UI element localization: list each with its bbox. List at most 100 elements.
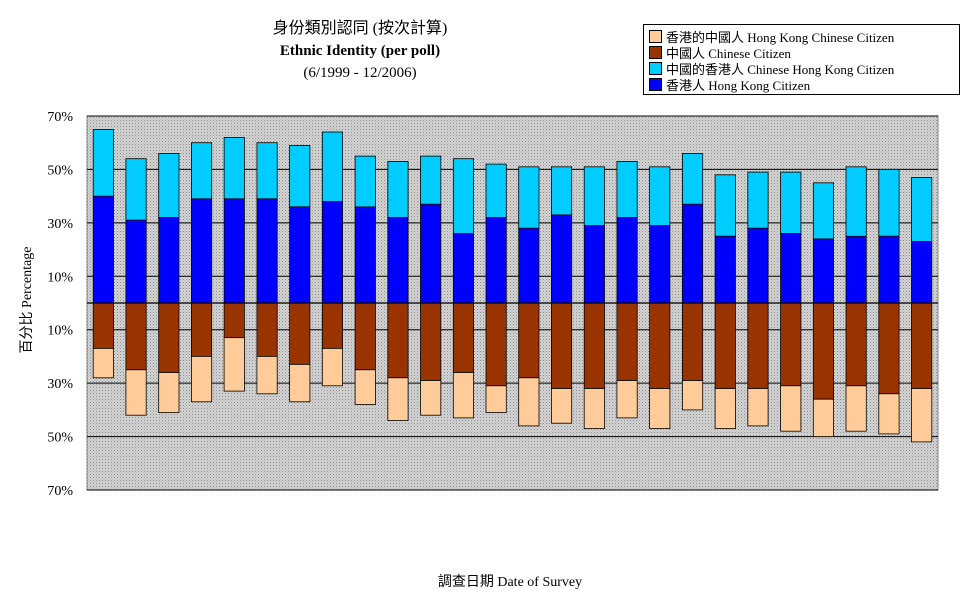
bar-segment-3-2 (125, 302, 147, 371)
bar-segment-4-22 (780, 385, 802, 432)
legend-item-hk-chinese-citizen: 香港的中國人 Hong Kong Chinese Citizen (649, 28, 959, 45)
bar-segment-1-24 (845, 235, 867, 304)
bar-segment-4-24 (845, 385, 867, 432)
legend-label: 中國的香港人 Chinese Hong Kong Citizen (666, 61, 895, 77)
bar-segment-2-1 (92, 128, 114, 197)
bar-segment-4-6 (256, 355, 278, 395)
bar-segment-2-22 (780, 171, 802, 234)
legend-swatch (649, 29, 662, 43)
bar-segment-4-5 (223, 337, 245, 392)
bar-segment-3-5 (223, 302, 245, 339)
legend-item-chinese-hk-citizen: 中國的香港人 Chinese Hong Kong Citizen (649, 60, 959, 77)
bar-segment-4-12 (452, 372, 474, 419)
bar-segment-1-25 (878, 235, 900, 304)
bar-segment-3-22 (780, 302, 802, 387)
bar-segment-3-7 (289, 302, 311, 365)
bar-segment-2-23 (812, 182, 834, 240)
legend-label: 香港的中國人 Hong Kong Chinese Citizen (666, 29, 895, 45)
legend-label: 中國人 Chinese Citizen (666, 45, 791, 61)
bar-segment-3-4 (190, 302, 213, 357)
legend: 香港的中國人 Hong Kong Chinese Citizen 中國人 Chi… (643, 24, 960, 95)
bar-segment-4-20 (714, 388, 736, 429)
bar-segment-2-5 (223, 136, 245, 200)
bar-segment-3-8 (321, 302, 343, 349)
bar-segment-3-15 (551, 302, 573, 389)
bar-segment-1-22 (780, 233, 802, 304)
bar-segment-4-15 (551, 388, 573, 424)
legend-item-chinese-citizen: 中國人 Chinese Citizen (649, 44, 959, 61)
bar-segment-2-12 (452, 158, 474, 234)
bar-segment-1-23 (812, 238, 834, 304)
bar-segment-2-26 (911, 176, 933, 242)
bar-segment-2-10 (387, 160, 409, 218)
bar-segment-4-21 (747, 388, 769, 427)
bar-segment-4-17 (616, 380, 638, 419)
legend-swatch (649, 61, 662, 75)
bar-segment-4-19 (682, 380, 704, 411)
bar-segment-3-24 (845, 302, 867, 387)
bar-segment-3-18 (649, 302, 671, 389)
bar-segment-3-17 (616, 302, 638, 381)
bar-segment-2-4 (190, 142, 213, 200)
bar-segment-4-7 (289, 363, 311, 403)
bar-segment-1-7 (289, 206, 311, 304)
bar-segment-1-6 (256, 198, 278, 304)
bar-segment-3-10 (387, 302, 409, 379)
bar-segment-4-2 (125, 369, 147, 416)
bar-segment-1-13 (485, 217, 507, 304)
bar-segment-4-3 (158, 372, 180, 413)
bar-segment-3-3 (158, 302, 180, 373)
bar-segment-1-26 (911, 241, 933, 304)
bar-segment-3-16 (583, 302, 605, 389)
bar-segment-2-21 (747, 171, 769, 229)
bar-segment-3-19 (682, 302, 704, 381)
y-tick-label: 70% (47, 110, 73, 125)
bar-segment-4-14 (518, 377, 540, 427)
bar-segment-1-11 (420, 203, 442, 304)
bar-segment-4-18 (649, 388, 671, 429)
bar-segment-1-1 (92, 195, 114, 304)
bar-segment-2-24 (845, 166, 867, 237)
bar-segment-3-21 (747, 302, 769, 389)
y-tick-label: 10% (47, 270, 73, 285)
bar-segment-2-8 (321, 131, 343, 202)
bar-segment-1-12 (452, 233, 474, 304)
bar-segment-2-3 (158, 152, 180, 218)
bar-segment-3-25 (878, 302, 900, 395)
legend-swatch (649, 45, 662, 59)
bar-segment-4-23 (812, 398, 834, 438)
bar-segment-2-20 (714, 174, 736, 237)
bar-segment-3-12 (452, 302, 474, 373)
bar-segment-1-10 (387, 217, 409, 304)
y-tick-label: 30% (47, 217, 73, 232)
x-axis-label: 調查日期 Date of Survey (437, 575, 583, 590)
bar-segment-2-9 (354, 155, 376, 208)
bar-segment-1-5 (223, 198, 245, 304)
bar-segment-2-19 (682, 152, 704, 205)
bar-segment-2-15 (551, 166, 573, 216)
bar-segment-1-16 (583, 225, 605, 304)
bar-segment-4-26 (911, 388, 933, 443)
legend-swatch (649, 77, 662, 91)
bar-segment-1-21 (747, 227, 769, 304)
y-tick-label: 70% (47, 484, 73, 499)
bar-segment-1-9 (354, 206, 376, 304)
bar-segment-3-13 (485, 302, 507, 387)
y-tick-label: 50% (47, 163, 73, 178)
title-english: Ethnic Identity (per poll) (279, 43, 441, 59)
bar-segment-2-13 (485, 163, 507, 218)
bar-segment-1-3 (158, 217, 180, 304)
bar-segment-4-10 (387, 377, 409, 421)
bar-segment-2-17 (616, 160, 638, 218)
title-date-range: (6/1999 - 12/2006) (303, 65, 417, 81)
bar-segment-1-8 (321, 201, 343, 304)
bar-segment-4-1 (92, 347, 114, 379)
bar-segment-3-23 (812, 302, 834, 400)
bar-segment-1-18 (649, 225, 671, 304)
bar-segment-3-26 (911, 302, 933, 389)
bar-segment-4-11 (420, 380, 442, 416)
bar-segment-2-6 (256, 142, 278, 200)
bar-segment-4-16 (583, 388, 605, 429)
bar-segment-3-6 (256, 302, 278, 357)
